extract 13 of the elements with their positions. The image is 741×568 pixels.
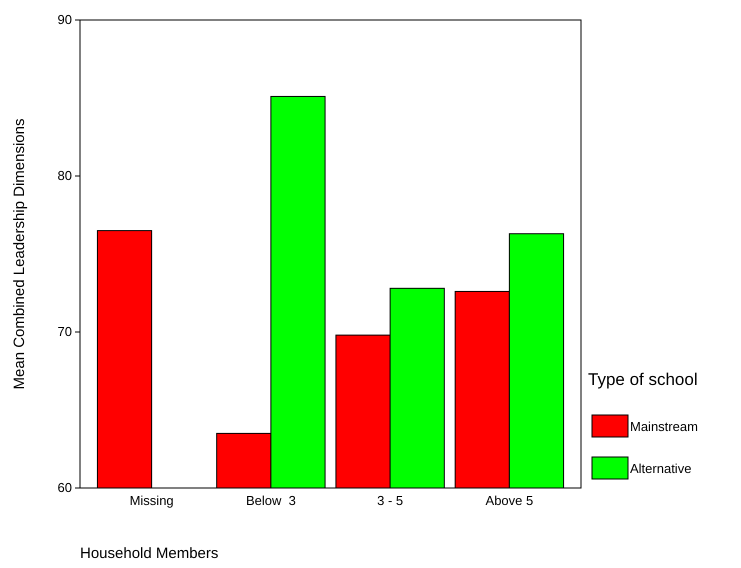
- x-tick-label: Missing: [130, 493, 174, 508]
- x-axis-title: Household Members: [80, 545, 218, 562]
- x-tick-label: Above 5: [486, 493, 534, 508]
- y-tick-label: 80: [58, 168, 72, 184]
- y-tick-label: 70: [58, 324, 72, 340]
- legend-title: Type of school: [588, 370, 698, 389]
- legend-label: Alternative: [630, 461, 692, 476]
- y-tick-label: 60: [58, 480, 72, 496]
- x-tick-label: 3 - 5: [377, 493, 404, 508]
- legend-label: Mainstream: [630, 419, 698, 434]
- x-tick-label: Below 3: [246, 493, 296, 508]
- y-tick-label: 90: [58, 12, 72, 28]
- y-axis-title: Mean Combined Leadership Dimensions: [11, 118, 28, 390]
